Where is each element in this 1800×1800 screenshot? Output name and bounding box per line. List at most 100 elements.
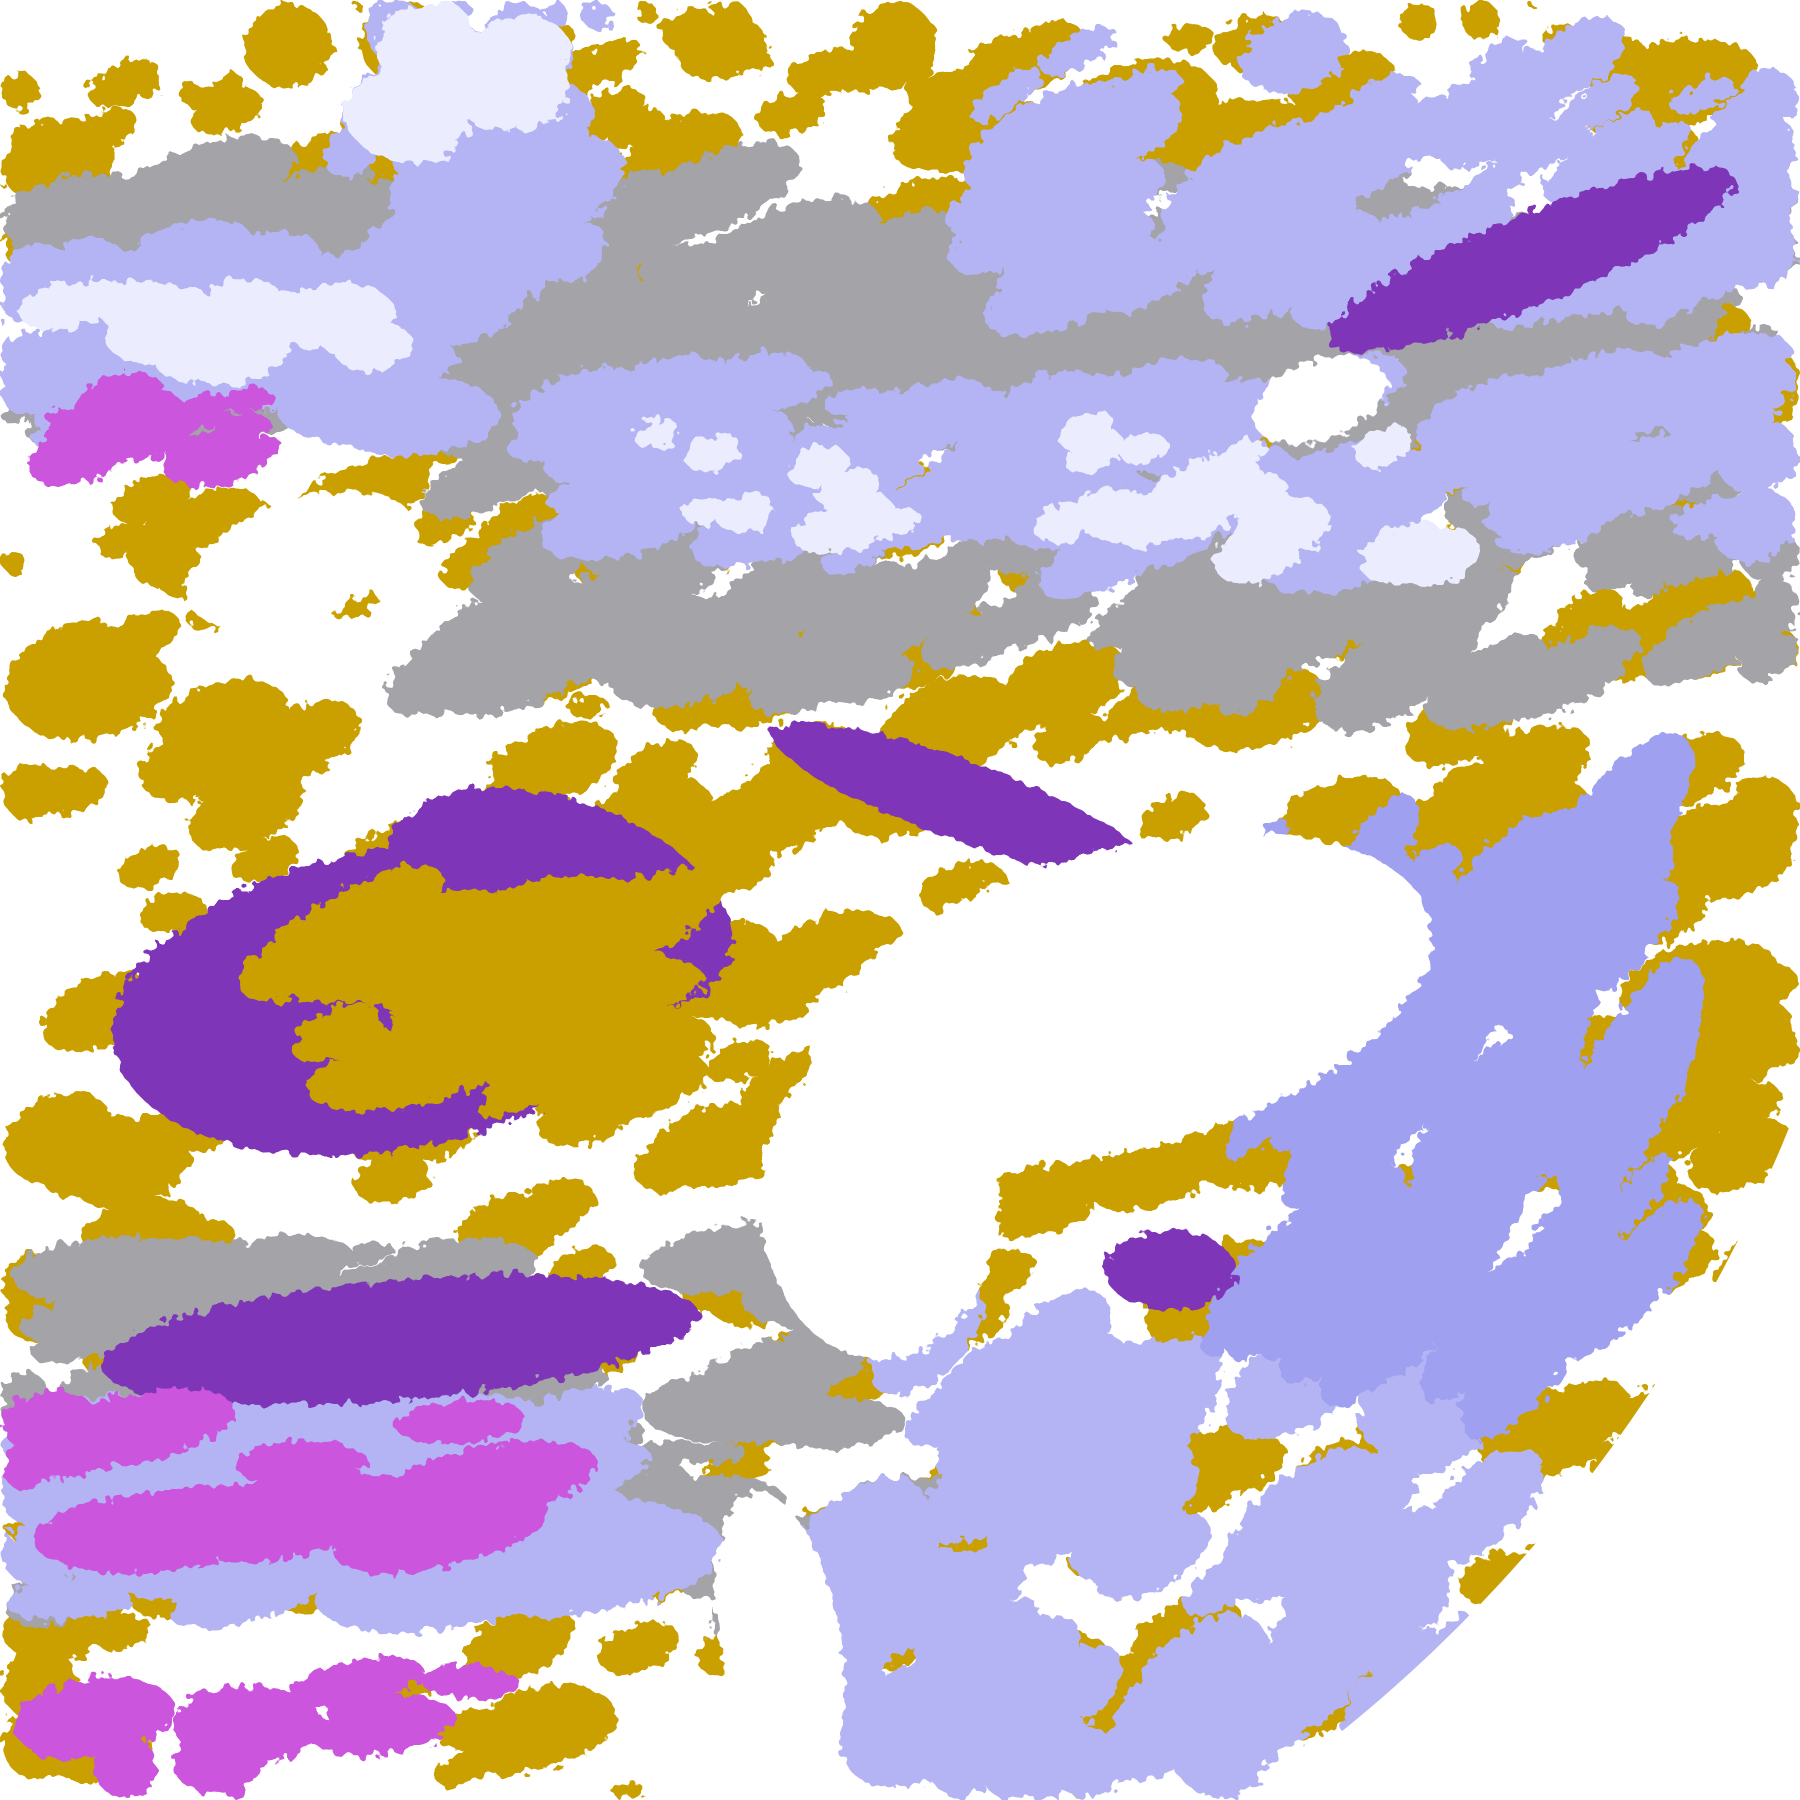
gold-cloud-region xyxy=(996,641,1128,728)
lavender-cloud-band xyxy=(986,1448,1130,1568)
gray-cloud-band xyxy=(1348,364,1477,430)
lavender-cloud-band xyxy=(1047,1724,1121,1798)
gray-cloud-band xyxy=(1631,555,1691,597)
pale-cloud-patch xyxy=(18,283,94,332)
gold-cloud-region xyxy=(1638,1661,1711,1708)
magenta-cloud-region xyxy=(161,431,270,488)
gold-cloud-region xyxy=(1715,962,1797,1015)
gold-cloud-region xyxy=(1358,1737,1423,1783)
gold-cloud-region xyxy=(1167,25,1214,53)
pale-cloud-patch xyxy=(461,30,537,85)
gold-cloud-region xyxy=(705,1040,774,1084)
periwinkle-cloud-band xyxy=(1573,972,1697,1116)
pale-cloud-patch xyxy=(1170,489,1235,538)
gold-cloud-region xyxy=(118,845,181,889)
gold-cloud-region xyxy=(1546,1728,1618,1777)
pale-cloud-patch xyxy=(793,509,860,555)
lavender-cloud-band xyxy=(1713,490,1797,563)
gold-cloud-region xyxy=(576,1028,694,1081)
gold-cloud-region xyxy=(757,92,827,135)
gold-cloud-region xyxy=(1,73,40,111)
gold-cloud-region xyxy=(88,59,162,109)
gold-cloud-region xyxy=(336,893,399,928)
gold-cloud-region xyxy=(76,1133,192,1210)
lavender-cloud-band xyxy=(822,541,883,573)
magenta-cloud-region xyxy=(83,371,163,414)
gray-cloud-band xyxy=(768,295,833,330)
lavender-cloud-band xyxy=(1669,77,1735,113)
lavender-cloud-band xyxy=(1110,1613,1268,1780)
lavender-cloud-band xyxy=(1359,228,1464,295)
gold-cloud-region xyxy=(578,38,643,85)
lavender-cloud-band xyxy=(1622,443,1684,475)
lavender-cloud-band xyxy=(1277,186,1341,220)
pale-cloud-patch xyxy=(1381,530,1422,558)
periwinkle-cloud-band xyxy=(1273,1138,1383,1291)
lavender-cloud-band xyxy=(1016,90,1184,178)
gold-cloud-region xyxy=(609,996,669,1027)
pale-cloud-patch xyxy=(686,433,741,473)
gold-cloud-region xyxy=(401,1049,474,1088)
lavender-cloud-band xyxy=(1715,417,1798,495)
lavender-cloud-band xyxy=(1302,200,1356,239)
gold-cloud-region xyxy=(1635,1665,1673,1688)
gold-cloud-region xyxy=(1661,827,1762,888)
gold-cloud-region xyxy=(1,550,26,574)
lavender-cloud-band xyxy=(1485,436,1616,503)
lavender-cloud-band xyxy=(1344,464,1411,504)
gold-cloud-region xyxy=(4,1092,114,1184)
gold-cloud-region xyxy=(742,978,804,1015)
lavender-cloud-band xyxy=(1692,204,1790,282)
gray-cloud-band xyxy=(1675,286,1741,321)
gold-cloud-region xyxy=(612,1781,629,1798)
gold-cloud-region xyxy=(1542,1683,1618,1739)
lavender-cloud-band xyxy=(1140,419,1242,475)
lavender-cloud-band xyxy=(998,1754,1042,1798)
magenta-cloud-region xyxy=(290,1656,424,1708)
lavender-cloud-band xyxy=(1030,159,1164,269)
gold-cloud-region xyxy=(1703,1082,1782,1133)
lavender-cloud-band xyxy=(1093,1512,1211,1600)
lavender-cloud-band xyxy=(1525,17,1626,101)
lavender-cloud-band xyxy=(1507,403,1611,470)
gray-cloud-band xyxy=(624,262,744,340)
pale-cloud-patch xyxy=(376,17,471,85)
gray-cloud-band xyxy=(439,644,582,717)
gold-cloud-region xyxy=(229,837,299,883)
lavender-cloud-band xyxy=(1029,1338,1185,1480)
gold-cloud-region xyxy=(1462,2,1501,40)
magenta-cloud-region xyxy=(26,423,135,485)
gray-cloud-band xyxy=(1573,502,1687,569)
lavender-cloud-band xyxy=(1495,116,1591,175)
lavender-cloud-band xyxy=(1631,122,1691,156)
lavender-cloud-band xyxy=(1304,1541,1405,1653)
lavender-cloud-band xyxy=(430,144,539,234)
gold-cloud-region xyxy=(531,947,678,1009)
pale-cloud-patch xyxy=(189,315,292,386)
pale-cloud-patch xyxy=(1081,490,1158,541)
lavender-cloud-band xyxy=(969,66,1042,123)
periwinkle-cloud-band xyxy=(1280,1075,1376,1208)
gray-cloud-band xyxy=(122,1254,275,1306)
gold-cloud-region xyxy=(571,735,617,768)
periwinkle-cloud-band xyxy=(1559,1199,1702,1359)
periwinkle-cloud-band xyxy=(1392,1011,1452,1094)
magenta-cloud-region xyxy=(382,1440,598,1523)
gold-cloud-region xyxy=(849,2,938,90)
magenta-cloud-region xyxy=(234,1440,369,1486)
lavender-cloud-band xyxy=(1663,186,1760,259)
gold-cloud-region xyxy=(2,183,8,189)
gold-cloud-region xyxy=(597,1620,679,1674)
lavender-cloud-band xyxy=(1419,1685,1532,1773)
gray-cloud-band xyxy=(720,1338,826,1377)
gold-cloud-region xyxy=(1730,776,1798,844)
gray-cloud-band xyxy=(482,548,580,598)
gold-cloud-region xyxy=(281,919,462,1004)
magenta-cloud-region xyxy=(226,387,275,413)
gray-cloud-band xyxy=(1430,591,1505,644)
gold-cloud-region xyxy=(1138,795,1206,844)
gray-cloud-band xyxy=(568,595,699,678)
lavender-cloud-band xyxy=(427,230,509,275)
lavender-cloud-band xyxy=(1040,25,1117,76)
